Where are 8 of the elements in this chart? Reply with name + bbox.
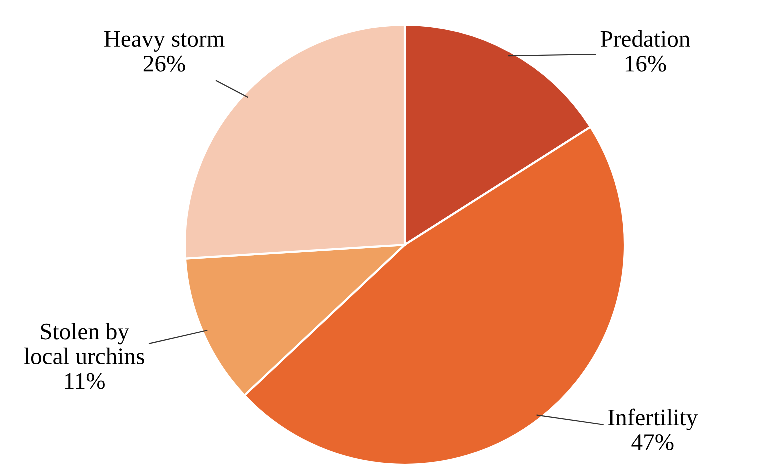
data-label: 47% [632,434,674,450]
data-label: 16% [626,56,666,72]
slice-label: Heavy storm [104,31,225,52]
slice-label: Predation [600,30,690,48]
slice-label: Infertility [608,408,698,431]
data-label: 11% [65,373,105,390]
data-label: 26% [144,56,186,72]
slice-label: Stolen by local urchins [24,323,144,365]
